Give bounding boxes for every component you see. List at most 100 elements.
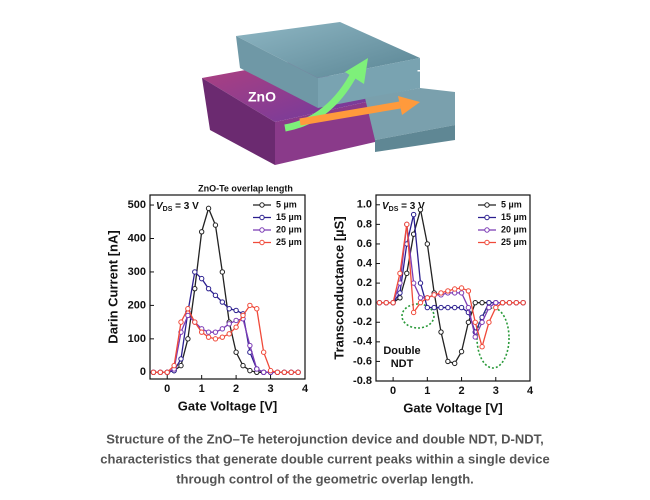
point (445, 358, 451, 365)
point (254, 306, 260, 312)
point (445, 288, 451, 294)
te-top (236, 22, 420, 78)
point (452, 286, 458, 292)
point (397, 270, 403, 277)
point (383, 299, 389, 306)
point (458, 290, 465, 296)
point (226, 321, 232, 327)
point (274, 369, 281, 376)
point (267, 367, 274, 374)
arrow-up (284, 70, 359, 132)
y-axis-title: Transconductance [µS] (331, 216, 346, 359)
point (205, 285, 212, 292)
point (452, 304, 458, 311)
ndt-circle (401, 303, 435, 329)
point (226, 306, 232, 312)
y-axis-title: Darin Current [nA] (105, 230, 120, 343)
legend-marker (484, 227, 490, 233)
legend-label: 5 µm (501, 199, 522, 209)
y-tick-label: 100 (128, 333, 146, 345)
point (438, 304, 444, 311)
point (178, 356, 184, 362)
point (247, 302, 253, 309)
series-line (153, 314, 299, 373)
zno-label: ZnO (248, 89, 276, 105)
point (233, 317, 239, 324)
point (431, 304, 437, 311)
point (185, 336, 191, 342)
y-tick-label: 0.4 (357, 257, 373, 269)
point (410, 309, 417, 316)
point (198, 329, 205, 335)
caption: characteristics that generate double cur… (100, 451, 549, 466)
point (458, 304, 465, 311)
y-tick-label: -0.6 (353, 355, 372, 367)
illustration: ZnO Te (202, 22, 455, 165)
x-tick-label: 2 (233, 383, 239, 395)
point (493, 299, 499, 306)
series-line (379, 224, 524, 350)
series-line (153, 304, 299, 373)
point (465, 288, 472, 294)
arrow-up-head (345, 58, 368, 84)
point (171, 362, 177, 369)
legend-marker (484, 202, 490, 208)
point (376, 299, 383, 306)
x-tick-label: 4 (527, 385, 534, 397)
point (260, 369, 267, 376)
point (192, 269, 198, 275)
point (260, 349, 267, 355)
zno-left (202, 78, 275, 165)
annotation-part: DS (389, 206, 399, 213)
legend-marker (259, 214, 265, 221)
x-tick-label: 0 (390, 385, 396, 397)
legend-label: 5 µm (276, 199, 297, 209)
point (417, 206, 424, 213)
y-tick-label: 500 (128, 199, 146, 211)
legend-marker (484, 239, 490, 246)
point (493, 304, 499, 311)
x-tick-label: 2 (458, 385, 464, 397)
point (431, 292, 437, 298)
annotation: VDS = 3 V (156, 201, 199, 213)
point (198, 229, 205, 235)
point (192, 319, 198, 325)
legend-label: 15 µm (276, 212, 302, 222)
point (424, 304, 431, 311)
y-tick-label: 0.2 (357, 277, 372, 289)
y-tick-label: 1.0 (357, 199, 372, 211)
x-tick-label: 4 (302, 383, 309, 395)
point (178, 319, 184, 325)
y-tick-label: 300 (128, 266, 146, 278)
point (226, 331, 232, 337)
annotation-part: = 3 V (398, 201, 425, 212)
point (479, 299, 485, 306)
note: Double (383, 345, 420, 357)
point (219, 326, 226, 332)
legend-label: 20 µm (276, 224, 302, 234)
chart-title: ZnO-Te overlap length (198, 183, 293, 193)
point (178, 362, 184, 369)
point (417, 280, 424, 286)
y-tick-label: 200 (128, 299, 146, 311)
point (424, 241, 431, 247)
point (458, 348, 465, 355)
point (198, 275, 205, 282)
point (424, 295, 431, 301)
point (417, 295, 424, 301)
point (397, 290, 403, 296)
y-tick-label: -0.4 (353, 336, 373, 348)
annotation-part: = 3 V (172, 201, 199, 212)
y-tick-label: 400 (128, 232, 146, 244)
point (212, 336, 219, 342)
point (513, 299, 520, 306)
x-tick-label: 0 (164, 383, 170, 395)
point (410, 211, 417, 218)
point (233, 307, 239, 314)
legend-marker (259, 202, 265, 208)
point (164, 369, 170, 376)
x-tick-label: 3 (493, 385, 499, 397)
point (185, 306, 191, 312)
point (288, 369, 294, 376)
point (295, 369, 301, 376)
